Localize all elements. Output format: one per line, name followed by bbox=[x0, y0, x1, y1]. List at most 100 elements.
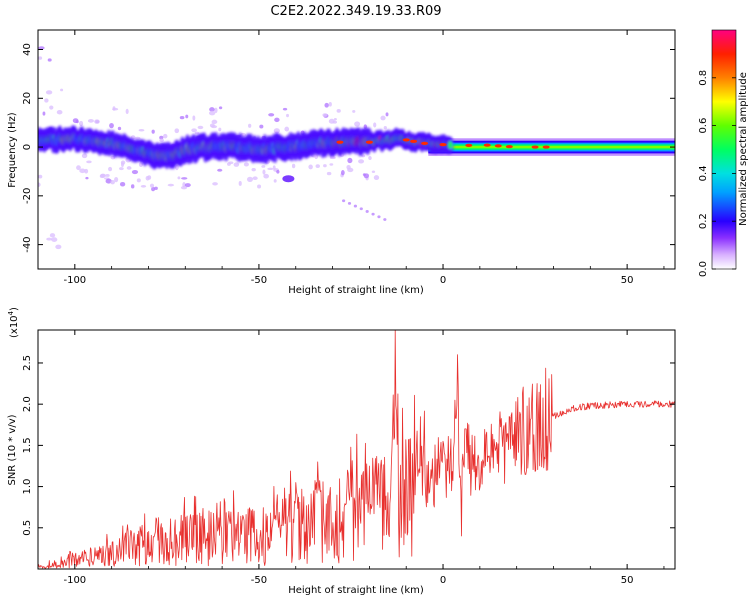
spectrogram-speckle bbox=[227, 162, 231, 166]
spectrogram-speckle bbox=[342, 199, 346, 203]
spectrogram-speckle bbox=[145, 175, 150, 181]
snr-ytick-label-2: 1.5 bbox=[22, 437, 33, 453]
snr-scale-exponent: 4 bbox=[7, 310, 15, 315]
spectrogram-speckle bbox=[383, 126, 387, 130]
spectrogram-peak bbox=[494, 144, 502, 148]
spectrogram-speckle bbox=[324, 102, 329, 108]
spectrogram-speckle bbox=[259, 124, 264, 129]
spectrogram-peak bbox=[465, 143, 473, 147]
spectrogram-speckle bbox=[99, 174, 105, 178]
colorbar-tick-label-3: 0.6 bbox=[698, 118, 709, 134]
spectrogram-speckle bbox=[56, 110, 63, 115]
spectrogram-speckle bbox=[140, 184, 147, 188]
spectrogram-speckle bbox=[308, 164, 313, 170]
spectrogram-speckle bbox=[286, 113, 290, 118]
spectrogram-speckle bbox=[86, 160, 92, 164]
spectrogram-speckle bbox=[105, 173, 110, 177]
spectrogram-speckle bbox=[184, 183, 191, 188]
spectrogram-speckle bbox=[268, 113, 275, 117]
spectrogram-speckle bbox=[333, 118, 337, 121]
spectrogram-ytick-label-0: -40 bbox=[22, 236, 33, 252]
spectrogram-speckle bbox=[209, 107, 215, 112]
snr-xtick-label-2: 0 bbox=[440, 575, 446, 586]
spectrogram-speckle bbox=[336, 108, 341, 113]
spectrogram-speckle bbox=[192, 115, 196, 121]
snr-axes: -100 -50 0 50 0.5 1.0 1.5 2.0 2.5 bbox=[22, 330, 675, 586]
spectrogram-speckle bbox=[38, 56, 43, 60]
spectrogram-peak bbox=[483, 143, 491, 147]
spectrogram-peak bbox=[542, 145, 550, 149]
spectrogram-speckle bbox=[149, 183, 155, 188]
spectrogram-speckle bbox=[125, 108, 129, 115]
spectrogram-speckle bbox=[45, 90, 53, 95]
colorbar-label: Normalized spectral amplitude bbox=[738, 72, 749, 226]
spectrogram-speckle bbox=[272, 165, 276, 170]
colorbar-tick-label-4: 0.8 bbox=[698, 70, 709, 86]
spectrogram-speckle bbox=[315, 164, 320, 168]
spectrogram-ytick-label-2: 0 bbox=[22, 144, 33, 150]
spectrogram-speckle bbox=[261, 165, 266, 168]
spectrogram-speckle bbox=[105, 178, 112, 184]
spectrogram-speckle bbox=[233, 162, 240, 167]
snr-frame bbox=[37, 329, 676, 570]
spectrogram-ytick-label-3: 20 bbox=[22, 92, 33, 105]
colorbar-tick-label-0: 0.0 bbox=[698, 261, 709, 277]
spectrogram-speckle bbox=[87, 119, 94, 123]
spectrogram-speckle bbox=[209, 110, 216, 116]
spectrogram-speckle bbox=[134, 136, 141, 140]
snr-ytick-label-1: 1.0 bbox=[22, 479, 33, 495]
spectrogram-speckle bbox=[373, 175, 380, 181]
spectrogram-speckle bbox=[359, 207, 363, 211]
spectrogram-speckle bbox=[42, 111, 46, 116]
spectrogram-speckle bbox=[182, 182, 186, 188]
spectrogram-speckle bbox=[246, 176, 253, 182]
spectrogram-speckle bbox=[267, 167, 274, 171]
snr-ytick-label-0: 0.5 bbox=[22, 520, 33, 536]
spectrogram-speckle bbox=[377, 215, 381, 219]
spectrogram-xtick-label-1: -50 bbox=[251, 275, 267, 286]
snr-scale-suffix: ) bbox=[9, 307, 20, 311]
spectrogram-speckle bbox=[159, 138, 164, 142]
spectrogram-speckle bbox=[329, 163, 334, 166]
spectrogram-speckle bbox=[273, 179, 277, 183]
spectrogram-speckle bbox=[326, 171, 332, 176]
spectrogram-speckle bbox=[79, 120, 84, 127]
spectrogram-speckle bbox=[49, 233, 56, 238]
spectrogram-speckle bbox=[211, 119, 218, 124]
spectrogram-ytick-label-1: -20 bbox=[22, 188, 33, 204]
spectrogram-speckle bbox=[76, 165, 81, 171]
spectrogram-speckle bbox=[328, 102, 332, 107]
spectrogram-speckle bbox=[108, 166, 113, 172]
spectrogram-speckle bbox=[323, 164, 327, 168]
spectrogram-speckle bbox=[114, 176, 119, 183]
spectrogram-speckle bbox=[55, 244, 62, 250]
spectrogram-speckle bbox=[38, 182, 41, 188]
spectrogram-speckle bbox=[347, 157, 353, 164]
spectrogram-speckle bbox=[352, 109, 356, 113]
spectrogram-speckle bbox=[346, 164, 351, 170]
spectrogram-speckle bbox=[120, 162, 124, 167]
spectrogram-speckle bbox=[38, 174, 43, 179]
snr-ytick-label-3: 2.0 bbox=[22, 396, 33, 412]
spectrogram-speckle bbox=[197, 125, 204, 130]
spectrogram-speckle bbox=[262, 169, 266, 175]
spectrogram-speckle bbox=[383, 218, 387, 221]
spectrogram-speckle bbox=[385, 112, 389, 117]
spectrogram-speckle bbox=[163, 133, 168, 139]
spectrogram-speckle bbox=[167, 183, 175, 187]
snr-plot-area bbox=[38, 330, 675, 569]
spectrogram-peak bbox=[421, 141, 429, 146]
spectrogram-speckle bbox=[282, 107, 288, 111]
spectrogram-speckle bbox=[358, 159, 365, 164]
spectrogram-speckle bbox=[154, 186, 158, 190]
spectrogram-speckle bbox=[75, 119, 79, 124]
svg-text:(x104): (x104) bbox=[7, 307, 20, 338]
spectrogram-xtick-label-2: 0 bbox=[440, 275, 446, 286]
colorbar-ticks: 0.0 0.2 0.4 0.6 0.8 bbox=[698, 70, 736, 277]
spectrogram-speckle bbox=[179, 116, 185, 120]
spectrogram-speckle bbox=[380, 115, 386, 121]
spectrogram-speckle bbox=[181, 177, 188, 180]
spectrogram-speckle bbox=[365, 210, 369, 213]
spectrogram-speckle bbox=[332, 120, 337, 124]
